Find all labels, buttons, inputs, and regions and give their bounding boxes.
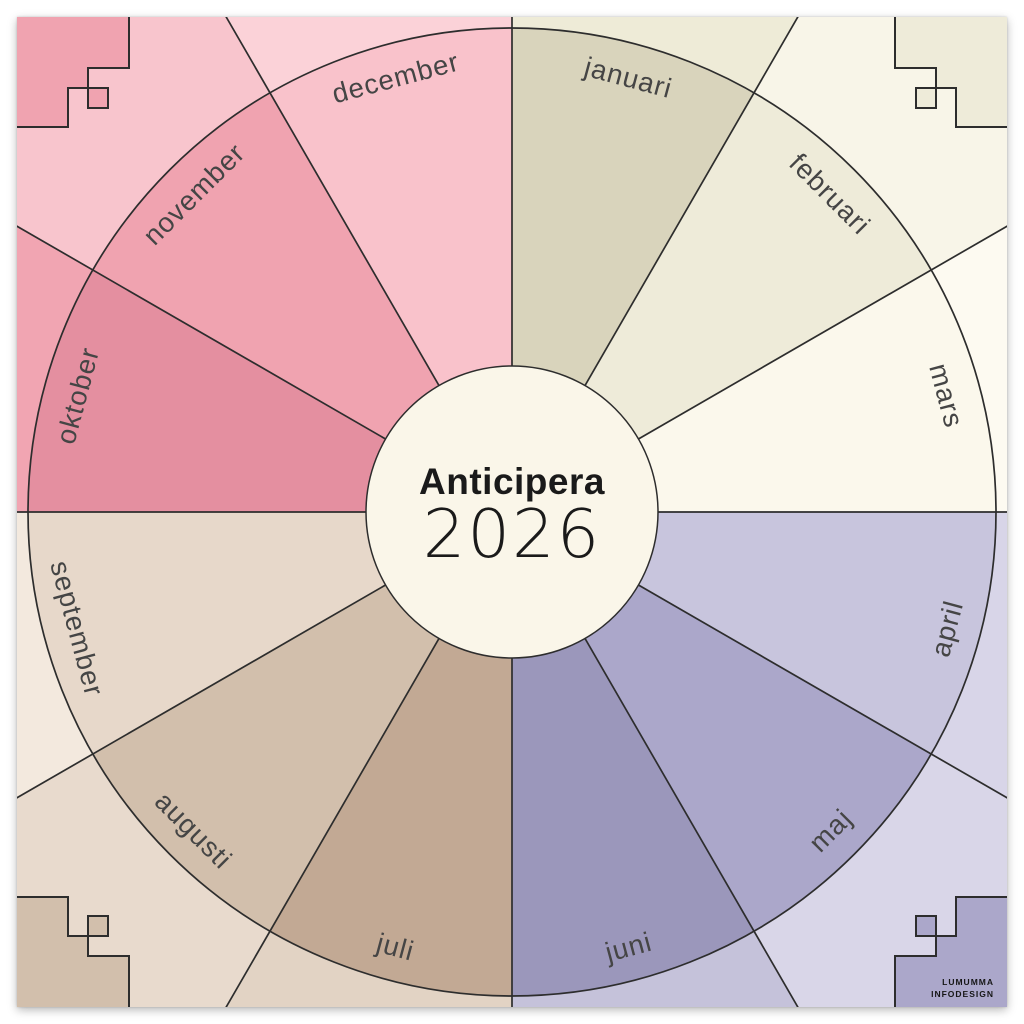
corner-deco-bottom-right [894,896,1007,1007]
sector-boundary-line-augusti [225,511,513,1007]
sector-boundary-line-februari [511,17,799,513]
corner-deco-top-right [894,17,1007,128]
corner-step-fill-bottom-right [895,897,1007,1007]
sector-boundary-line-december [225,17,513,513]
calendar-poster: Anticipera 2026 januari februari mars april… [17,17,1007,1007]
corner-square-top-right [915,87,937,109]
corner-step-fill-top-left [17,17,129,127]
month-sector-februari [512,92,932,512]
sector-boundary-line-maj [511,511,1007,799]
month-sector-augusti [92,512,512,932]
corner-square-top-left [87,87,109,109]
corner-step-fill-bottom-left [17,897,129,1007]
sector-boundary-line-juni [511,511,799,1007]
corner-decorations [17,17,1007,1007]
poster-year: 2026 [423,495,602,573]
month-sector-november [92,92,512,512]
sector-boundary-line-september [17,511,513,799]
credit-line-1: LUMUMMA [942,977,994,987]
corner-square-bottom-left [87,915,109,937]
calendar-wheel-svg: Anticipera 2026 januarifebruarimarsapril… [17,17,1007,1007]
center-disc [365,365,659,659]
poster-title: Anticipera [419,461,605,502]
corner-square-bottom-right [915,915,937,937]
credit-line-2: INFODESIGN [931,989,994,999]
corner-deco-bottom-left [17,896,130,1007]
boundary-lines [17,17,1007,1007]
sector-boundary-line-november [17,225,513,513]
corner-step-fill-top-right [895,17,1007,127]
outer-ring-circle [27,27,997,997]
month-sector-maj [512,512,932,932]
corner-deco-top-left [17,17,130,128]
sector-boundary-line-mars [511,225,1007,513]
